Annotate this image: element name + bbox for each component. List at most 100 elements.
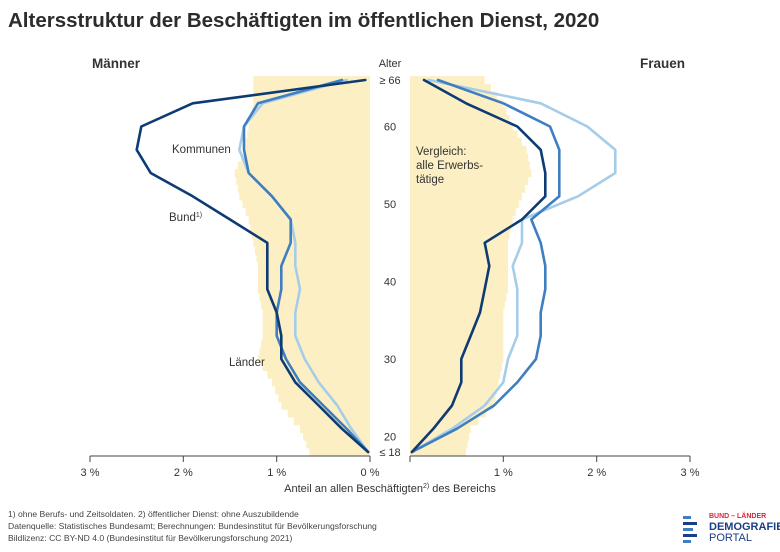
all-workers-bar xyxy=(258,285,370,294)
all-workers-bar xyxy=(410,448,466,457)
all-workers-bar xyxy=(410,277,508,286)
logo-line-2: DEMOGRAFIE xyxy=(709,521,780,533)
all-workers-bar xyxy=(303,432,370,441)
logo-line-3: PORTAL xyxy=(709,532,752,544)
all-workers-bar xyxy=(245,207,370,217)
all-workers-bar xyxy=(261,339,370,348)
all-workers-bar xyxy=(275,386,370,395)
all-workers-bar xyxy=(410,393,496,403)
label-kommunen: Kommunen xyxy=(172,144,231,156)
all-workers-bar xyxy=(410,362,502,372)
all-workers-bar xyxy=(240,153,370,162)
age-tick-label-bottom: ≤ 18 xyxy=(379,447,400,459)
label-bund: Bund1) xyxy=(169,212,202,224)
all-workers-bar xyxy=(410,424,471,434)
all-workers-bar xyxy=(237,161,370,170)
all-workers-bar xyxy=(272,378,370,387)
all-workers-bar xyxy=(410,246,508,255)
all-workers-bar xyxy=(410,130,518,139)
all-workers-bar xyxy=(248,215,370,224)
all-workers-bar xyxy=(410,223,512,232)
all-workers-bar xyxy=(410,231,510,240)
series-line-kommunen xyxy=(410,78,617,454)
footnote-1: 1) ohne Berufs- und Zeitsoldaten. 2) öff… xyxy=(8,509,299,519)
all-workers-bar xyxy=(262,316,370,325)
all-workers-bar xyxy=(253,91,370,100)
all-workers-bar xyxy=(258,269,370,279)
x-axis-title: Anteil an allen Beschäftigten2) des Bere… xyxy=(284,483,496,495)
all-workers-bar xyxy=(259,347,370,356)
all-workers-bar xyxy=(410,215,513,224)
all-workers-bar xyxy=(410,417,479,426)
all-workers-bar xyxy=(300,424,370,434)
series-line-bund xyxy=(135,78,370,454)
all-workers-bar xyxy=(410,184,526,193)
all-workers-bar xyxy=(410,370,501,379)
label-compare-3: tätige xyxy=(416,174,444,186)
all-workers-bars-men xyxy=(234,76,370,457)
footnote-source: Datenquelle: Statistisches Bundesamt; Be… xyxy=(8,521,377,531)
series-lines-men xyxy=(135,78,370,454)
label-laender: Länder xyxy=(229,357,265,369)
x-tick-label: 2 % xyxy=(174,467,193,479)
all-workers-bar xyxy=(248,122,370,131)
logo-line-1: BUND – LÄNDER xyxy=(709,513,767,520)
all-workers-bar xyxy=(410,145,527,155)
all-workers-bar xyxy=(244,145,370,155)
all-workers-bar xyxy=(293,417,370,426)
label-compare-1: Vergleich: xyxy=(416,146,467,158)
logo-text: BUND – LÄNDER DEMOGRAFIE PORTAL xyxy=(709,511,780,544)
all-workers-bar xyxy=(247,130,370,139)
all-workers-bar xyxy=(410,316,504,325)
footnote-license: Bildlizenz: CC BY-ND 4.0 (Bundesinstitut… xyxy=(8,533,293,543)
all-workers-bar xyxy=(234,169,370,178)
all-workers-bar xyxy=(410,409,487,418)
all-workers-bar xyxy=(410,355,504,364)
all-workers-bar xyxy=(237,184,370,193)
all-workers-bar xyxy=(410,176,529,186)
all-workers-bar xyxy=(410,254,508,263)
all-workers-bar xyxy=(281,401,370,410)
all-workers-bar xyxy=(410,138,522,147)
demografie-portal-logo-icon xyxy=(683,516,697,543)
all-workers-bar xyxy=(410,192,522,201)
all-workers-bar xyxy=(253,76,370,85)
x-tick-label: 1 % xyxy=(494,467,513,479)
all-workers-bar xyxy=(251,107,370,116)
all-workers-bar xyxy=(253,238,370,248)
panel-label-maenner: Männer xyxy=(92,56,141,71)
all-workers-bar xyxy=(262,324,370,333)
panel-label-frauen: Frauen xyxy=(640,56,686,71)
all-workers-bar xyxy=(410,347,504,356)
all-workers-bar xyxy=(254,246,370,255)
all-workers-bar xyxy=(262,331,370,341)
age-tick-label: 20 xyxy=(384,432,396,444)
all-workers-bar xyxy=(261,300,370,310)
all-workers-bar xyxy=(410,238,508,248)
age-tick-label-top: ≥ 66 xyxy=(379,75,400,87)
all-workers-bar xyxy=(262,308,370,317)
all-workers-bar xyxy=(236,176,370,186)
all-workers-bar xyxy=(256,254,370,263)
x-tick-label: 1 % xyxy=(267,467,286,479)
all-workers-bar xyxy=(410,114,510,124)
all-workers-bar xyxy=(410,107,507,116)
all-workers-bar xyxy=(410,76,485,85)
label-compare-2: alle Erwerbs- xyxy=(416,160,483,172)
all-workers-bar xyxy=(245,138,370,147)
all-workers-bar xyxy=(242,200,370,209)
all-workers-bar xyxy=(267,370,370,379)
age-axis-ticks: 20 30 40 50 60 ≥ 66 ≤ 18 xyxy=(379,75,400,459)
x-tick-label: 2 % xyxy=(587,467,606,479)
all-workers-bar xyxy=(253,99,370,108)
x-tick-label: 0 % xyxy=(361,467,380,479)
x-tick-label: 3 % xyxy=(681,467,700,479)
all-workers-bar xyxy=(258,277,370,286)
all-workers-bar xyxy=(287,409,370,418)
all-workers-bar xyxy=(410,83,491,93)
all-workers-bar xyxy=(250,223,370,232)
all-workers-bar xyxy=(410,161,530,170)
all-workers-bar xyxy=(259,293,370,302)
all-workers-bar xyxy=(410,386,498,395)
